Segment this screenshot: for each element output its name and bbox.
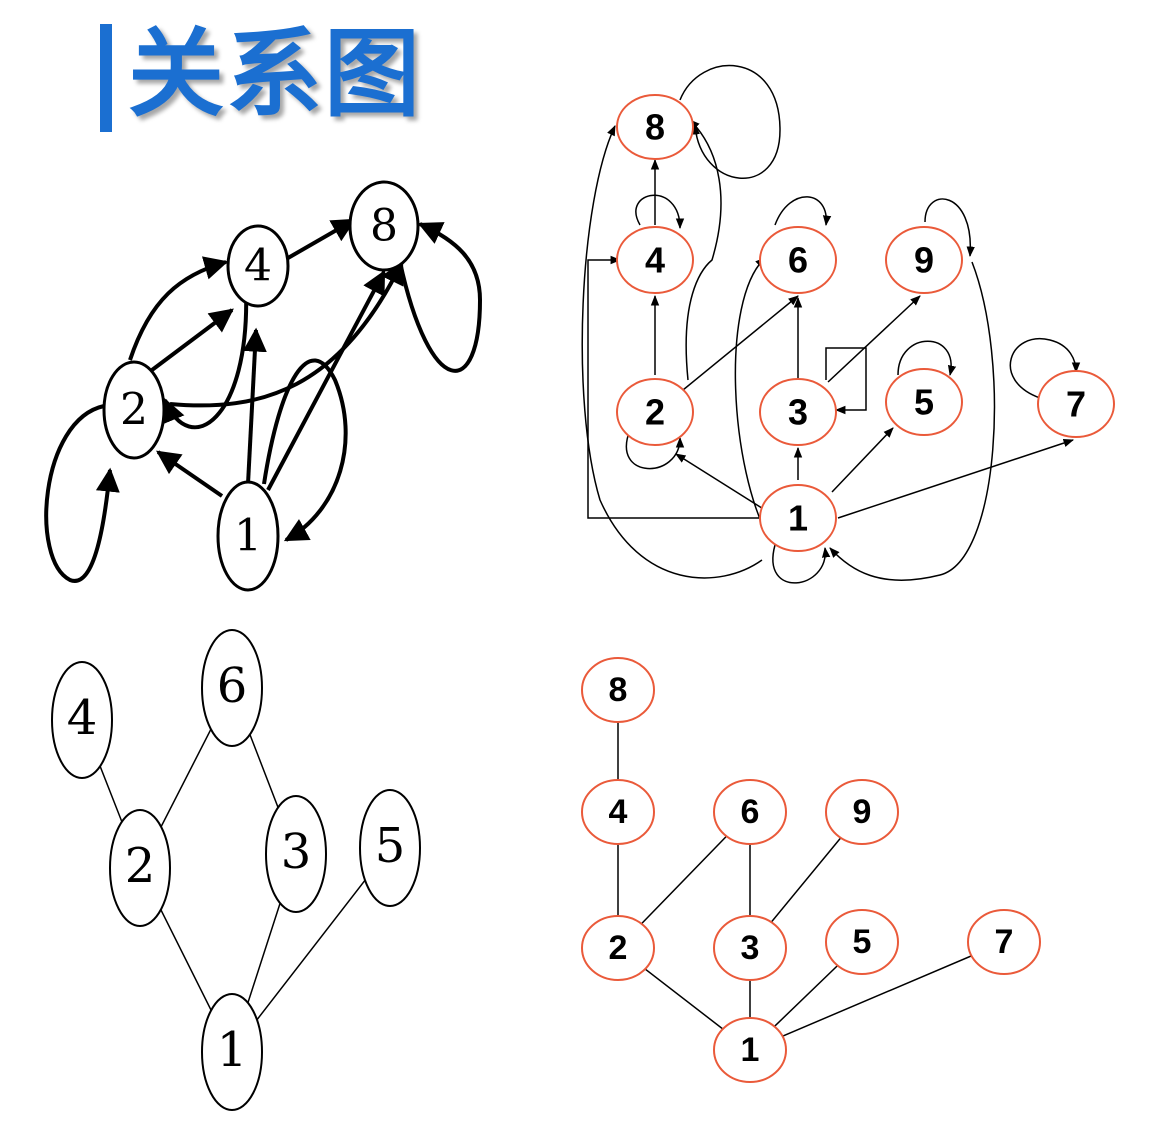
node-1 <box>216 480 280 592</box>
title-accent-bar <box>100 24 112 132</box>
node-label-8: 8 <box>609 671 628 709</box>
node-3 <box>265 795 327 913</box>
edge-1-self <box>262 358 348 542</box>
node-4 <box>616 226 694 294</box>
node-label-6: 6 <box>788 240 808 281</box>
edge-7-self <box>1009 337 1081 399</box>
node-5 <box>825 909 899 975</box>
node-label-6: 6 <box>217 658 248 714</box>
node-label-1: 1 <box>234 511 262 562</box>
node-4 <box>581 779 655 845</box>
node-6 <box>201 629 263 747</box>
edge-9-self <box>924 198 975 258</box>
edge-2-4 <box>150 308 234 372</box>
edge-2-8 <box>169 259 404 408</box>
node-8 <box>616 94 694 160</box>
node-1 <box>713 1017 787 1083</box>
diagram-bottom-left: 4 6 2 3 5 1 <box>51 629 421 1111</box>
node-label-1: 1 <box>788 498 808 539</box>
diagram-top-right: 8 4 6 9 2 3 5 7 1 <box>581 64 1115 584</box>
edge-8-self <box>398 222 483 373</box>
node-label-6: 6 <box>741 793 760 831</box>
node-label-4: 4 <box>244 241 272 292</box>
node-label-4: 4 <box>67 690 98 746</box>
node-5 <box>359 789 421 907</box>
edge-1-self <box>772 544 831 584</box>
node-2 <box>109 809 171 927</box>
node-7 <box>1037 370 1115 438</box>
edge-1-2 <box>675 453 766 511</box>
node-label-2: 2 <box>120 385 148 436</box>
node-label-3: 3 <box>741 929 760 967</box>
edge-9-1 <box>829 261 996 581</box>
edge-2-8 <box>685 119 722 381</box>
node-2 <box>581 915 655 981</box>
edge-4-8 <box>287 218 357 260</box>
node-label-2: 2 <box>609 929 628 967</box>
edge-1-2 <box>156 450 224 498</box>
edge-4-self <box>635 194 685 230</box>
node-label-5: 5 <box>914 382 934 423</box>
node-label-1: 1 <box>217 1022 248 1078</box>
node-label-1: 1 <box>741 1031 760 1069</box>
diagram-bottom-right: 8 4 6 9 2 3 5 7 1 <box>581 657 1041 1083</box>
node-label-3: 3 <box>788 392 808 433</box>
edge-2-6 <box>682 295 799 391</box>
node-label-7: 7 <box>995 923 1014 961</box>
edge-1-4-bracket <box>587 255 760 519</box>
edge-7-1 <box>749 941 1005 1051</box>
edge-1-8-outer <box>581 125 763 579</box>
node-label-4: 4 <box>609 793 628 831</box>
edge-1-4 <box>242 327 267 485</box>
node-8 <box>348 180 420 272</box>
edge-5-self <box>897 340 957 377</box>
edge-2-self <box>44 404 120 583</box>
node-label-9: 9 <box>914 240 934 281</box>
node-label-4: 4 <box>645 240 665 281</box>
edge-1-7 <box>837 438 1074 519</box>
node-1 <box>759 484 837 552</box>
node-5 <box>885 368 963 436</box>
node-1 <box>201 993 263 1111</box>
node-2 <box>102 360 166 460</box>
node-8 <box>581 657 655 723</box>
edge-3-9 <box>827 295 921 383</box>
diagram-top-left: 8 4 2 1 <box>44 180 483 592</box>
node-7 <box>967 909 1041 975</box>
node-label-9: 9 <box>853 793 872 831</box>
node-6 <box>713 779 787 845</box>
node-label-7: 7 <box>1066 384 1086 425</box>
edge-5-1 <box>231 847 391 1053</box>
node-9 <box>885 226 963 294</box>
node-label-8: 8 <box>370 201 398 252</box>
node-3 <box>759 378 837 446</box>
node-label-5: 5 <box>375 818 406 874</box>
node-label-3: 3 <box>281 824 312 880</box>
edge-2-self <box>625 429 685 470</box>
node-4 <box>226 224 290 308</box>
edge-2-4-curve <box>128 256 229 361</box>
node-9 <box>825 779 899 845</box>
page-title: 关系图 <box>128 18 422 130</box>
node-label-2: 2 <box>645 392 665 433</box>
node-4 <box>51 661 113 779</box>
node-label-2: 2 <box>125 838 156 894</box>
edge-1-8 <box>266 269 386 491</box>
node-label-5: 5 <box>853 923 872 961</box>
edge-3-self <box>825 347 867 415</box>
node-6 <box>759 226 837 294</box>
edge-8-self <box>679 64 781 180</box>
edge-6-self <box>774 196 832 227</box>
edge-1-5 <box>831 427 894 493</box>
node-label-8: 8 <box>645 107 665 148</box>
node-2 <box>616 378 694 446</box>
edge-1-6 <box>734 257 771 541</box>
node-3 <box>713 915 787 981</box>
